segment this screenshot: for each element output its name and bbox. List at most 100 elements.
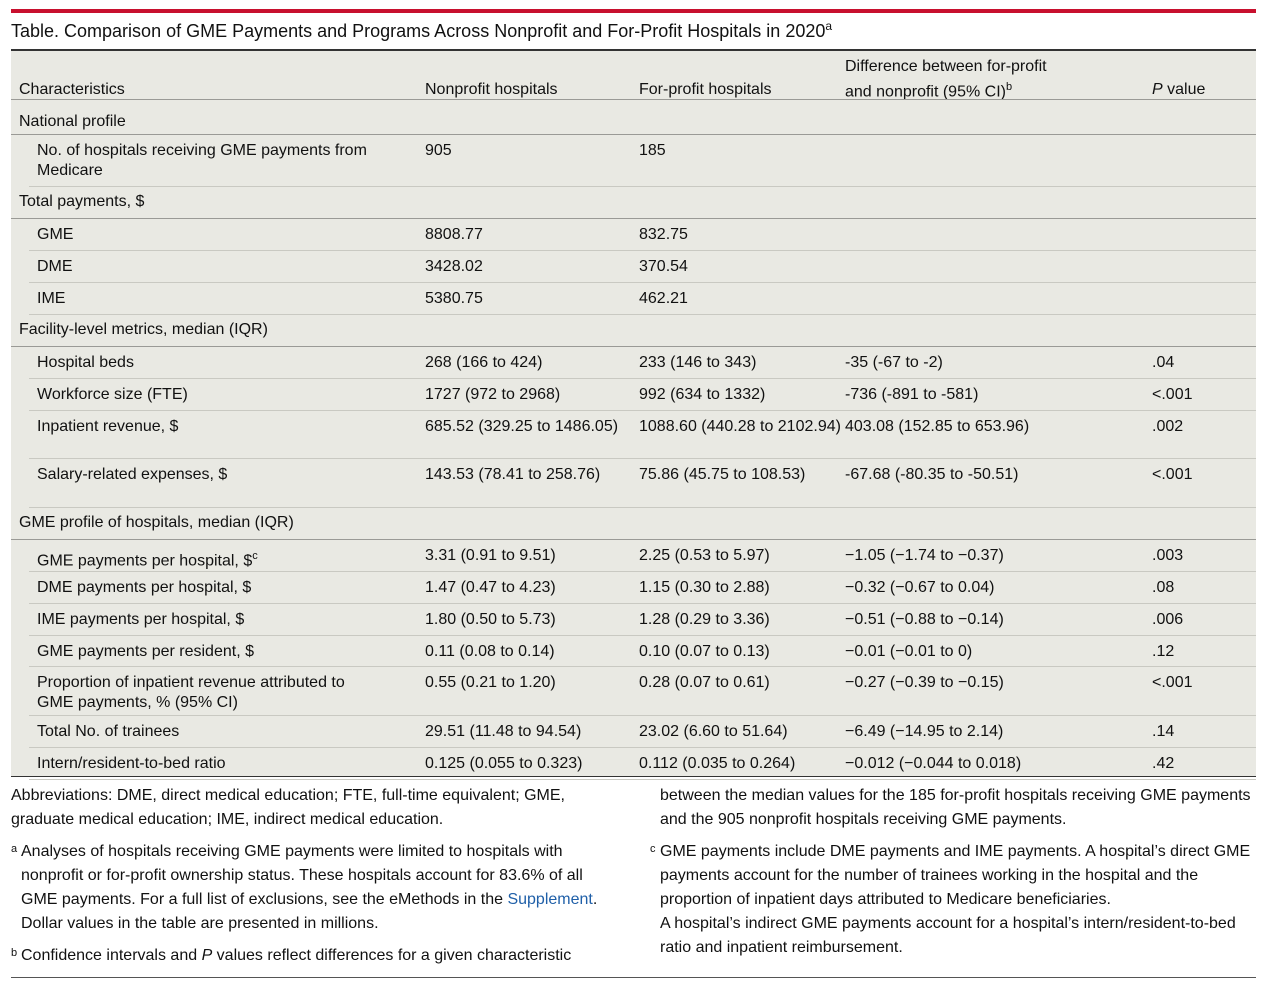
cell-p-value: .006: [1152, 611, 1184, 628]
cell-nonprofit: 3428.02: [425, 258, 483, 275]
cell-forprofit: 0.112 (0.035 to 0.264): [639, 755, 796, 772]
row-label-text: Proportion of inpatient revenue attribut…: [37, 674, 345, 711]
footnotes-right-column: between the median values for the 185 fo…: [650, 784, 1256, 960]
cell-forprofit: 2.25 (0.53 to 5.97): [639, 547, 770, 564]
table-row: Total No. of trainees 29.51 (11.48 to 94.…: [11, 716, 1256, 748]
row-label-text: DME: [37, 258, 73, 275]
table-row: GME payments per resident, $ 0.11 (0.08 t…: [11, 636, 1256, 667]
cell-difference: −6.49 (−14.95 to 2.14): [845, 723, 1004, 740]
caption-title: Table. Comparison of GME Payments and Pr…: [11, 21, 826, 41]
row-label: Total No. of trainees: [37, 722, 377, 742]
cell-nonprofit: 29.51 (11.48 to 94.54): [425, 723, 582, 740]
table-row: Proportion of inpatient revenue attribut…: [11, 667, 1256, 716]
table-row: IME 5380.75 462.21: [11, 283, 1256, 315]
cell-p-value: .002: [1152, 418, 1184, 435]
caption-footnote-mark: a: [825, 19, 833, 33]
table-row: DME 3428.02 370.54: [11, 251, 1256, 283]
cell-p-value: <.001: [1152, 386, 1193, 403]
table-row: Intern/resident-to-bed ratio 0.125 (0.055…: [11, 748, 1256, 780]
cell-p-value: .14: [1152, 723, 1175, 740]
row-label-text: Intern/resident-to-bed ratio: [37, 755, 226, 772]
supplement-link[interactable]: Supplement: [507, 891, 593, 908]
table-group-row: GME profile of hospitals, median (IQR): [11, 508, 1256, 540]
footnote-b-continuation: between the median values for the 185 fo…: [660, 787, 1251, 828]
group-label: GME profile of hospitals, median (IQR): [19, 514, 294, 531]
cell-nonprofit: 0.55 (0.21 to 1.20): [425, 674, 556, 691]
row-label-text: Inpatient revenue, $: [37, 418, 179, 435]
cell-p-value: .42: [1152, 755, 1175, 772]
cell-p-value: .003: [1152, 547, 1184, 564]
table-caption: Table. Comparison of GME Payments and Pr…: [11, 19, 832, 42]
table-bottom-rule: [11, 776, 1256, 777]
cell-forprofit: 370.54: [639, 258, 688, 275]
header-nonprofit: Nonprofit hospitals: [425, 81, 558, 98]
cell-difference: −1.05 (−1.74 to −0.37): [845, 547, 1004, 564]
cell-difference: -35 (-67 to -2): [845, 354, 943, 371]
top-accent-bar: [11, 9, 1256, 13]
data-table: Characteristics Nonprofit hospitals For-…: [11, 51, 1256, 780]
row-label: IME payments per hospital, $: [37, 610, 377, 630]
footnote-c-text-2: A hospital’s indirect GME payments accou…: [660, 915, 1236, 956]
cell-nonprofit: 5380.75: [425, 290, 483, 307]
footnote-c-mark: c: [650, 843, 656, 855]
row-label: IME: [37, 289, 377, 309]
footnote-c-text-1: GME payments include DME payments and IM…: [660, 843, 1251, 908]
header-difference: Difference between for-profit and nonpro…: [845, 57, 1145, 102]
cell-nonprofit: 905: [425, 142, 452, 159]
row-label-text: Hospital beds: [37, 354, 134, 371]
cell-forprofit: 233 (146 to 343): [639, 354, 757, 371]
cell-forprofit: 23.02 (6.60 to 51.64): [639, 723, 788, 740]
group-label: Total payments, $: [19, 193, 145, 210]
row-label: Intern/resident-to-bed ratio: [37, 754, 377, 774]
footnote-b-text-1: Confidence intervals and: [21, 947, 202, 964]
group-label: National profile: [19, 113, 126, 130]
cell-p-value: .04: [1152, 354, 1175, 371]
footnote-c: c GME payments include DME payments and I…: [650, 840, 1256, 912]
footnote-b-mark: b: [11, 947, 18, 959]
row-label-text: Workforce size (FTE): [37, 386, 188, 403]
page-bottom-rule: [11, 977, 1256, 978]
group-label: Facility-level metrics, median (IQR): [19, 321, 268, 338]
table-row: Hospital beds 268 (166 to 424) 233 (146 to…: [11, 347, 1256, 379]
cell-difference: −0.01 (−0.01 to 0): [845, 643, 973, 660]
table-row: Salary-related expenses, $ 143.53 (78.41 …: [11, 459, 1256, 508]
cell-nonprofit: 1.80 (0.50 to 5.73): [425, 611, 556, 628]
footnote-b: b Confidence intervals and P values refle…: [11, 944, 621, 968]
row-label-text: GME payments per resident, $: [37, 643, 254, 660]
row-label: DME: [37, 257, 377, 277]
cell-nonprofit: 143.53 (78.41 to 258.76): [425, 466, 601, 483]
row-footnote-mark: c: [252, 550, 258, 562]
cell-p-value: .12: [1152, 643, 1175, 660]
cell-forprofit: 1088.60 (440.28 to 2102.94): [639, 418, 841, 435]
header-difference-mark: b: [1005, 81, 1013, 93]
row-label-text: GME payments per hospital, $: [37, 552, 253, 570]
header-p-italic: P: [1152, 81, 1163, 98]
abbreviations-note: Abbreviations: DME, direct medical educa…: [11, 787, 565, 828]
cell-p-value: .08: [1152, 579, 1175, 596]
table-row: IME payments per hospital, $ 1.80 (0.50 t…: [11, 604, 1256, 636]
table-row: GME payments per hospital, $c 3.31 (0.91 …: [11, 540, 1256, 572]
cell-difference: -67.68 (-80.35 to -50.51): [845, 466, 1019, 483]
header-difference-line2: and nonprofit (95% CI): [845, 83, 1006, 101]
footnote-b-italic: P: [201, 947, 213, 964]
row-label: Workforce size (FTE): [37, 385, 377, 405]
row-label: GME payments per resident, $: [37, 642, 377, 662]
row-label: GME payments per hospital, $c: [37, 546, 377, 571]
cell-nonprofit: 268 (166 to 424): [425, 354, 543, 371]
cell-difference: −0.012 (−0.044 to 0.018): [845, 755, 1022, 772]
row-label-text: No. of hospitals receiving GME payments …: [37, 142, 367, 179]
header-difference-line1: Difference between for-profit: [845, 58, 1047, 75]
footnote-a-mark: a: [11, 843, 18, 855]
cell-forprofit: 0.28 (0.07 to 0.61): [639, 674, 770, 691]
row-label-text: Salary-related expenses, $: [37, 466, 228, 483]
row-label-text: DME payments per hospital, $: [37, 579, 252, 596]
row-label: Inpatient revenue, $: [37, 417, 377, 437]
cell-forprofit: 185: [639, 142, 666, 159]
table-top-rule: [11, 49, 1256, 51]
cell-forprofit: 75.86 (45.75 to 108.53): [639, 466, 806, 483]
header-p-rest: value: [1162, 81, 1206, 98]
header-p-value: P value: [1152, 80, 1252, 100]
cell-difference: −0.51 (−0.88 to −0.14): [845, 611, 1004, 628]
cell-nonprofit: 1.47 (0.47 to 4.23): [425, 579, 556, 596]
row-label: Proportion of inpatient revenue attribut…: [37, 673, 377, 713]
